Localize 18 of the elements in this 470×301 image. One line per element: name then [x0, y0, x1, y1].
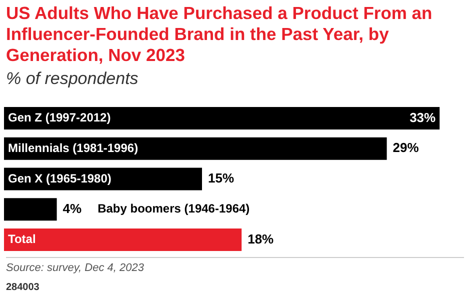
data-label: 33% [410, 110, 436, 125]
y-tick-label: Gen Z (1997-2012) [8, 110, 111, 125]
bar [4, 198, 57, 221]
bar [4, 137, 387, 160]
chart-title: US Adults Who Have Purchased a Product From an Influencer-Founded Brand in the Past Year, by Generation, Nov 2023 [6, 3, 434, 66]
data-label: 15% [208, 170, 234, 186]
source-note: Source: survey, Dec 4, 2023 [6, 262, 144, 274]
bar [4, 106, 440, 130]
text: 284003 [6, 282, 40, 293]
y-tick-label: Gen X (1965-1980) [8, 171, 112, 186]
data-label: 18% [248, 231, 274, 246]
chart-subtitle: % of respondents [6, 69, 138, 89]
data-label: 29% [392, 140, 420, 156]
data-label: 4% [62, 200, 82, 216]
y-tick-label: Baby boomers (1946-1964) [98, 202, 250, 216]
bar [4, 228, 242, 252]
y-tick-label: Total [8, 232, 36, 246]
y-tick-label: Millennials (1981-1996) [8, 140, 138, 155]
